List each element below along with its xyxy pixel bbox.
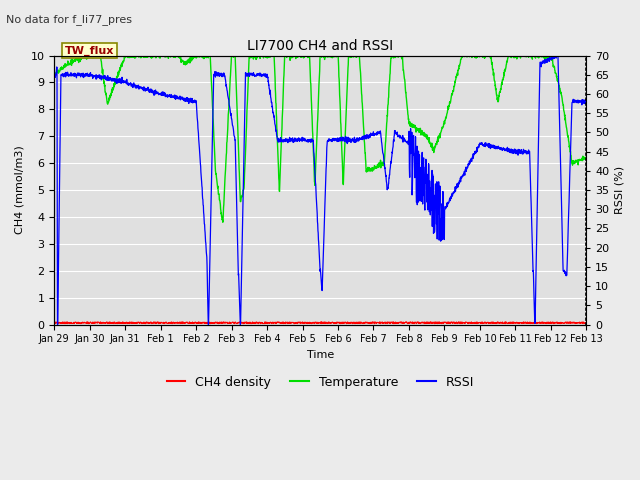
Y-axis label: RSSI (%): RSSI (%) — [615, 166, 625, 214]
Legend: CH4 density, Temperature, RSSI: CH4 density, Temperature, RSSI — [161, 371, 479, 394]
Title: LI7700 CH4 and RSSI: LI7700 CH4 and RSSI — [247, 39, 394, 53]
Text: No data for f_li77_pres: No data for f_li77_pres — [6, 14, 132, 25]
Y-axis label: CH4 (mmol/m3): CH4 (mmol/m3) — [15, 146, 25, 234]
X-axis label: Time: Time — [307, 350, 334, 360]
Text: TW_flux: TW_flux — [65, 45, 115, 56]
